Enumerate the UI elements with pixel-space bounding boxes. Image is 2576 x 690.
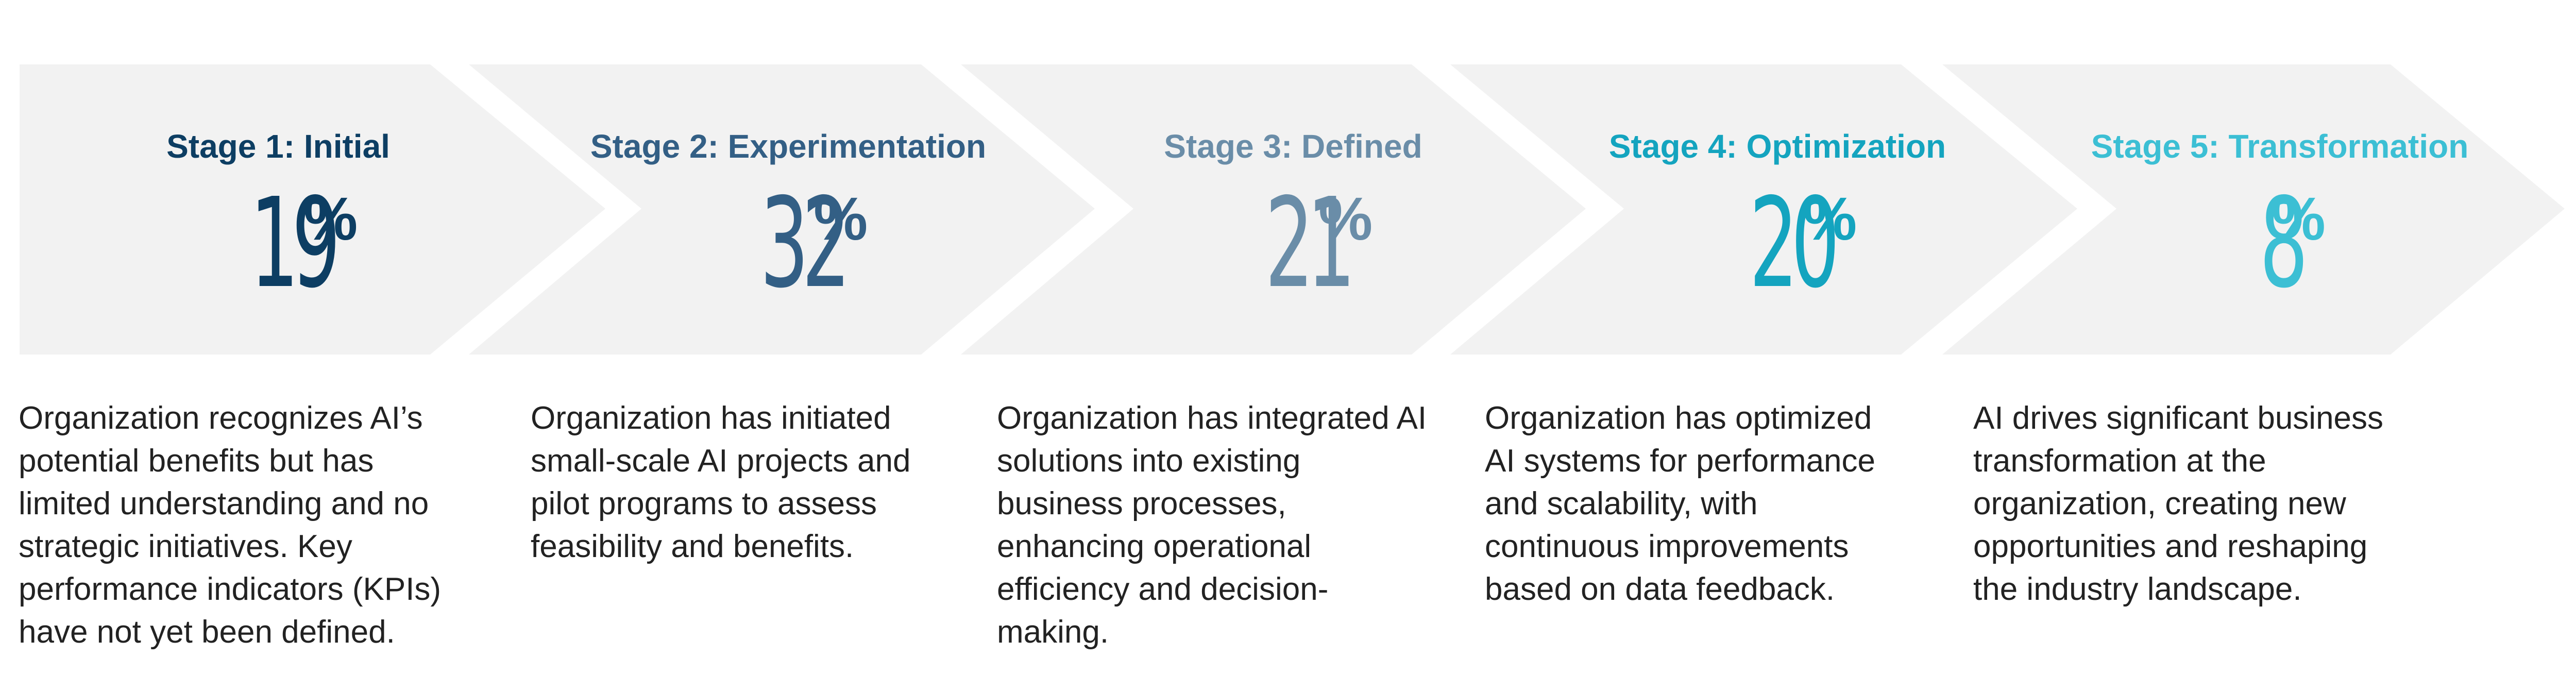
stage-4-title: Stage 4: Optimization	[1608, 128, 1946, 165]
stage-4-value: 20 %	[1546, 181, 2009, 305]
stage-3-title: Stage 3: Defined	[1164, 128, 1422, 165]
stage-2-percent-sign: %	[814, 185, 868, 253]
stage-1-description: Organization recognizes AI’s potential b…	[19, 400, 442, 650]
stage-5-value: 8 %	[2048, 181, 2512, 305]
stage-1-chevron	[20, 64, 605, 355]
stage-1-percent-sign: %	[303, 185, 358, 253]
stage-4-chevron	[1450, 64, 2077, 355]
stage-2-chevron	[469, 64, 1095, 355]
stage-3-description: Organization has integrated AI solutions…	[997, 400, 1427, 650]
stage-3-percent-sign: %	[1318, 185, 1373, 253]
stage-5-title: Stage 5: Transformation	[2091, 128, 2469, 165]
stage-4-percent-number: 20	[1749, 171, 1840, 315]
stage-1-percent-number: 19	[250, 171, 341, 315]
stage-1-title: Stage 1: Initial	[166, 128, 390, 165]
stage-3-percent-number: 21	[1265, 171, 1355, 315]
stage-2-title: Stage 2: Experimentation	[590, 128, 987, 165]
stage-1-value: 19 %	[46, 181, 510, 305]
stage-5-percent-number: 8	[2259, 171, 2309, 315]
stage-5-chevron	[1942, 64, 2565, 355]
stage-5-description: AI drives significant business transform…	[1973, 400, 2384, 607]
stage-3-chevron	[961, 64, 1586, 355]
stage-4-description: Organization has optimized AI systems fo…	[1485, 400, 1876, 607]
stage-3-value: 21 %	[1061, 181, 1525, 305]
stage-5-percent-sign: %	[2271, 185, 2326, 253]
stage-2-description: Organization has initiated small-scale A…	[531, 400, 911, 564]
stage-2-percent-number: 32	[760, 171, 851, 315]
stage-2-value: 32 %	[556, 181, 1020, 305]
stage-4-percent-sign: %	[1803, 185, 1857, 253]
chevron-strip	[20, 64, 2565, 355]
